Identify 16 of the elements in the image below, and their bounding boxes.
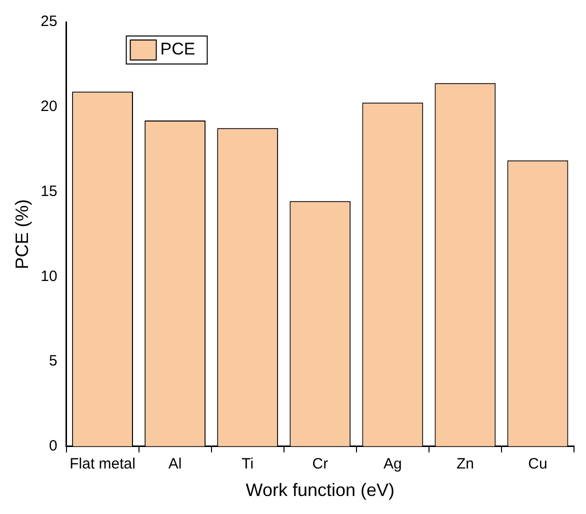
y-axis-title: PCE (%) [12, 199, 32, 270]
x-tick-label: Zn [456, 456, 474, 473]
y-tick-label: 0 [48, 438, 58, 455]
x-tick-label: Cr [312, 456, 328, 473]
legend-label: PCE [160, 40, 196, 59]
x-tick-label: Ti [242, 456, 254, 473]
x-axis-title: Work function (eV) [246, 480, 395, 500]
x-tick-label: Ag [383, 456, 402, 473]
y-tick-label: 15 [40, 182, 58, 200]
y-tick-label: 25 [40, 13, 58, 30]
y-tick-label: 5 [48, 352, 58, 370]
y-tick-label: 10 [40, 268, 58, 285]
x-tick-label: Cu [528, 456, 548, 473]
y-tick-label: 20 [40, 98, 58, 116]
x-tick-label: Al [168, 456, 182, 473]
x-tick-label: Flat metal [70, 456, 136, 473]
